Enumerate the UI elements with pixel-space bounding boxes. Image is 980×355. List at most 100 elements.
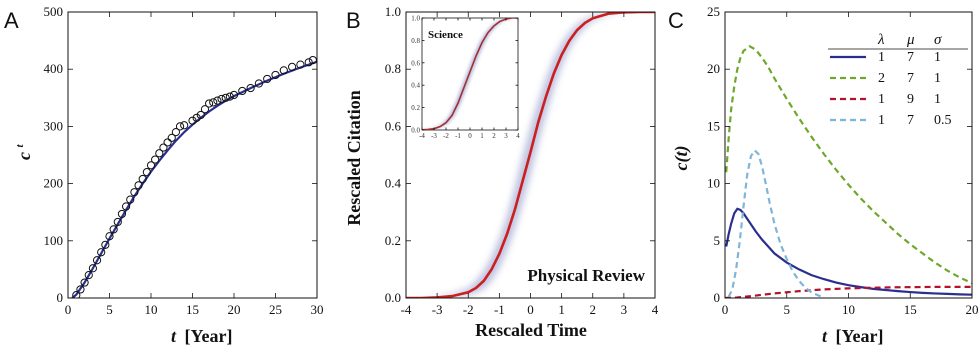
panel-b-xtick-label: 3 xyxy=(621,302,628,317)
panel-a-data-point xyxy=(171,128,180,137)
panel-a-data-point xyxy=(159,143,168,152)
inset-xtick-label: -4 xyxy=(419,132,425,140)
panel-c-chart: 0 5 10 15 20 0 5 10 15 20 25 λ μ σ 1 7 1 2 7 1 1 9 1 1 7 0.5 t [… xyxy=(671,4,979,346)
panel-a-data-point xyxy=(209,98,218,107)
panel-a-data-point xyxy=(97,248,106,257)
panel-a-xtick-label: 20 xyxy=(228,302,241,317)
panel-a-data-point xyxy=(263,74,272,84)
panel-a-data-point xyxy=(229,90,239,100)
inset-xtick-label: 3 xyxy=(504,132,508,140)
panel-c-ytick-label: 20 xyxy=(707,61,720,76)
inset-xtick-label: -2 xyxy=(443,132,449,140)
panel-c-legend-value: 1 xyxy=(878,113,885,128)
panel-c-ticks: 0 5 10 15 20 0 5 10 15 20 25 xyxy=(707,4,979,317)
panel-c-legend-value: 1 xyxy=(878,50,885,65)
panel-a-data-point xyxy=(304,58,313,67)
panel-a-xtick-label: 5 xyxy=(106,302,113,317)
panel-a-data-point xyxy=(122,202,131,211)
panel-c-legend-value: 9 xyxy=(907,92,914,107)
panel-c-ylabel: c(t) xyxy=(671,146,692,171)
panel-c-legend-value: 7 xyxy=(907,50,914,65)
panel-a-data-point xyxy=(200,105,210,114)
panel-b-ylabel: Rescaled Citation xyxy=(344,90,364,225)
panel-a-data-point xyxy=(113,217,122,227)
panel-a-data-point xyxy=(296,60,305,69)
panel-a-points-series xyxy=(72,55,317,298)
panel-a-data-point xyxy=(146,161,156,170)
panel-c-series-line xyxy=(725,285,972,298)
panel-a-data-point xyxy=(225,92,234,101)
panel-a-data-point xyxy=(205,99,214,108)
panel-a-ylabel: c t xyxy=(14,144,34,161)
panel-c-legend-value: 1 xyxy=(934,71,941,86)
panel-c-ytick-label: 15 xyxy=(707,118,720,133)
panel-a-data-point xyxy=(217,94,226,104)
panel-a-data-point xyxy=(105,232,114,241)
panel-c-series-line xyxy=(725,207,972,296)
panel-a-xlabel-var: t xyxy=(171,326,177,346)
inset-ytick-label: 0.6 xyxy=(411,59,420,67)
panel-a-data-point xyxy=(88,264,98,273)
panel-c-legend-value: 2 xyxy=(878,71,885,86)
panel-b-ytick-label: 1.0 xyxy=(385,4,401,19)
panel-c-legend-header: λ xyxy=(877,32,885,48)
panel-c-legend-header: σ xyxy=(934,32,942,48)
inset-xtick-label: 2 xyxy=(492,132,496,140)
inset-xtick-label: 0 xyxy=(468,132,472,140)
panel-a-data-point xyxy=(192,113,201,122)
panel-b-ytick-label: 0.8 xyxy=(385,61,401,76)
inset-xtick-label: 4 xyxy=(516,132,520,140)
panel-b-ytick-label: 0.2 xyxy=(385,233,401,248)
panel-a-ylabel-var: c xyxy=(14,152,34,160)
panel-b-chart: -4 -3 -2 -1 0 1 2 3 40.00.20.40.60.81.0 Physical… xyxy=(344,4,659,340)
panel-a-data-point xyxy=(238,86,247,96)
panel-a-fit-series xyxy=(71,60,317,298)
panel-a-data-point xyxy=(163,138,172,147)
inset-ticks: -4 -3 -2 -1 0 1 2 3 4 0.0 0.2 0.4 0.6 0.8 1.0 xyxy=(411,15,520,141)
panel-c-legend-value: 1 xyxy=(934,50,941,65)
panel-c-xlabel-var: t xyxy=(822,326,828,346)
panel-a-data-point xyxy=(109,225,118,234)
panel-b-annotation: Physical Review xyxy=(527,266,645,285)
panel-a-data-point xyxy=(271,70,280,80)
inset-xtick-label: -3 xyxy=(431,132,437,140)
panel-a-xtick-label: 10 xyxy=(145,302,158,317)
panel-a-data-point xyxy=(151,155,160,164)
panel-c-legend-value: 0.5 xyxy=(934,113,952,128)
panel-c-legend-value: 7 xyxy=(907,71,914,86)
inset-ytick-label: 0.0 xyxy=(411,127,420,135)
panel-letter-a: A xyxy=(4,8,19,33)
panel-a-data-point xyxy=(138,174,147,184)
panel-a-data-point xyxy=(196,110,205,120)
panel-a-ytick-label: 400 xyxy=(44,61,64,76)
panel-a-ytick-label: 500 xyxy=(44,4,64,19)
panel-b-xtick-label: -3 xyxy=(432,302,443,317)
inset-ytick-label: 0.4 xyxy=(411,82,420,90)
panel-b-ticks: -4 -3 -2 -1 0 1 2 3 40.00.20.40.60.81.0 xyxy=(385,4,659,317)
panel-a-data-point xyxy=(76,285,85,294)
panel-c-ytick-label: 25 xyxy=(707,4,720,19)
panel-letter-c: C xyxy=(668,8,684,33)
panel-b-xlabel: Rescaled Time xyxy=(475,320,587,340)
panel-a-ytick-label: 100 xyxy=(44,233,64,248)
panel-c-xtick-label: 5 xyxy=(784,302,791,317)
panel-a-data-point xyxy=(142,168,151,177)
panel-a-data-point xyxy=(117,209,127,219)
panel-a-data-point xyxy=(101,240,110,249)
panel-a-data-point xyxy=(126,195,135,204)
panel-a-data-point xyxy=(213,96,222,105)
panel-c-xtick-label: 10 xyxy=(842,302,855,317)
inset-xtick-label: 1 xyxy=(480,132,484,140)
panel-c-ytick-label: 5 xyxy=(714,233,721,248)
panel-a-data-point xyxy=(288,62,297,72)
panel-c-ytick-label: 10 xyxy=(707,176,720,191)
panel-a-ylabel-sup: t xyxy=(14,144,26,148)
panel-c-xtick-label: 0 xyxy=(722,302,729,317)
panel-a-xlabel-unit: [Year] xyxy=(185,326,233,346)
panel-c-legend-value: 7 xyxy=(907,113,914,128)
panel-c-series xyxy=(725,45,972,298)
panel-c-xlabel-unit: [Year] xyxy=(836,326,884,346)
panel-b-xtick-label: -2 xyxy=(463,302,474,317)
